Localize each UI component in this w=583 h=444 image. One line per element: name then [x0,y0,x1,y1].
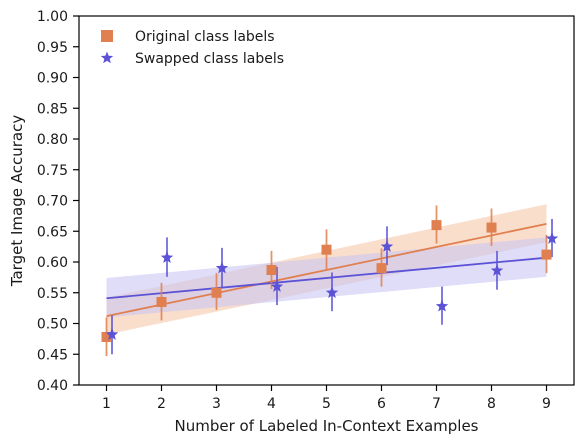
plot-frame [78,15,575,386]
x-tick-label: 3 [212,396,221,412]
marker-original [431,220,442,231]
marker-original [486,222,497,233]
x-tick-label: 8 [487,396,496,412]
fit-line-original [106,222,547,318]
fit-line-swapped [106,256,547,300]
y-tick-label: 0.55 [37,286,68,302]
legend: Original class labels Swapped class label… [100,29,284,67]
y-tick-label: 0.90 [37,71,68,87]
legend-label-original: Original class labels [135,29,275,45]
x-tick-label: 4 [267,396,276,412]
x-tick-label: 6 [377,396,386,412]
legend-marker-swapped [100,51,114,64]
y-tick-label: 0.85 [37,101,68,117]
legend-label-swapped: Swapped class labels [135,51,284,67]
marker-swapped [105,328,119,340]
data-markers [101,220,559,343]
y-tick-label: 1.00 [37,9,68,25]
y-axis-label: Target Image Accuracy [8,115,26,288]
marker-swapped [270,280,284,292]
marker-original [541,249,552,260]
y-tick-label: 0.75 [37,163,68,179]
marker-original [321,244,332,255]
y-tick-label: 0.65 [37,224,68,240]
x-tick-label: 1 [102,396,111,412]
marker-swapped [490,264,504,276]
y-tick-label: 0.95 [37,40,68,56]
x-tick-label: 9 [542,396,551,412]
fit-lines [106,222,547,318]
x-tick-label: 2 [157,396,166,412]
x-axis-label: Number of Labeled In-Context Examples [175,417,479,435]
y-tick-label: 0.40 [37,378,68,394]
marker-original [376,263,387,274]
y-tick-label: 0.80 [37,132,68,148]
axes: 1 2 3 4 5 6 7 8 9 0.40 0.45 0.50 0.55 0.60 0.65 0.70 0.7… [37,9,575,412]
marker-original [101,332,112,343]
marker-swapped [215,261,229,274]
y-tick-label: 0.45 [37,347,68,363]
x-tick-label: 5 [322,396,331,412]
legend-marker-original [101,30,113,42]
marker-swapped [160,251,174,263]
x-tick-label: 7 [432,396,441,412]
y-tick-label: 0.50 [37,317,68,333]
y-tick-label: 0.60 [37,255,68,271]
marker-original [211,287,222,298]
marker-swapped [435,299,449,312]
marker-original [266,264,277,275]
marker-swapped [545,232,559,244]
marker-swapped [325,286,339,299]
y-tick-label: 0.70 [37,194,68,210]
marker-swapped [380,240,394,252]
marker-original [156,296,167,307]
